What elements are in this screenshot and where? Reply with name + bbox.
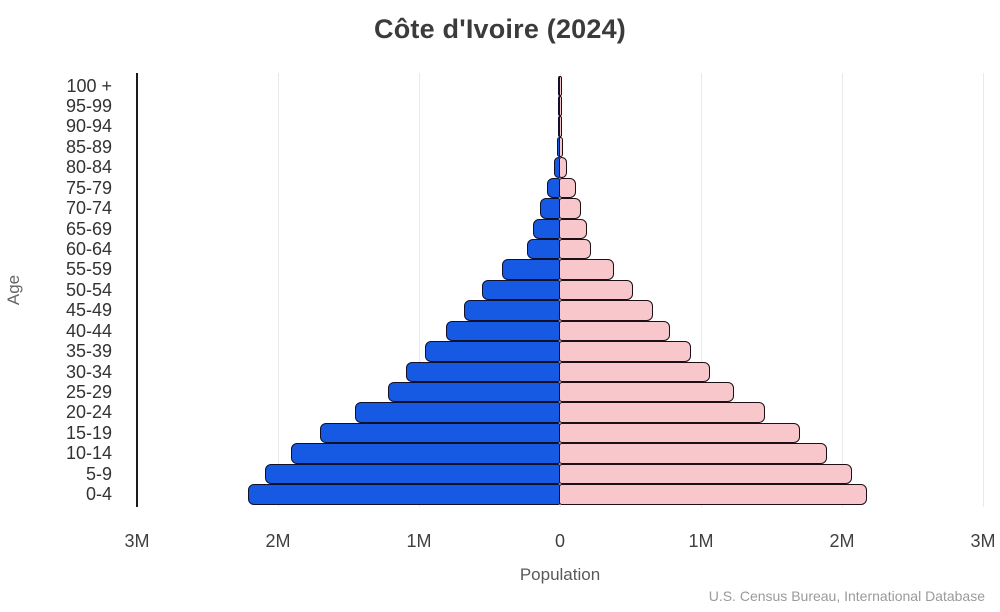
- bar-male-50-54[interactable]: [482, 279, 562, 301]
- bar-male-5-9[interactable]: [265, 463, 562, 485]
- bar-female-80-84[interactable]: [558, 157, 567, 178]
- bar-female-5-9[interactable]: [558, 463, 852, 485]
- bar-male-40-44[interactable]: [445, 320, 562, 342]
- x-tick-label: 1M: [406, 531, 432, 551]
- bar-male-10-14[interactable]: [290, 443, 562, 464]
- chart-title: Côte d'Ivoire (2024): [374, 14, 626, 44]
- y-axis-line: [136, 73, 138, 507]
- age-tick-label: 15-19: [65, 422, 112, 443]
- age-tick-label: 20-24: [65, 402, 112, 423]
- age-tick-label: 35-39: [65, 341, 112, 362]
- age-tick-label: 70-74: [65, 198, 112, 219]
- gridline-2M: [278, 73, 279, 507]
- age-tick-label: 0-4: [85, 484, 112, 505]
- age-tick-label: 40-44: [65, 320, 112, 341]
- bar-male-30-34[interactable]: [406, 361, 562, 382]
- age-tick-label: 90-94: [65, 116, 112, 137]
- bar-male-55-59[interactable]: [502, 259, 562, 280]
- bar-male-65-69[interactable]: [533, 218, 562, 239]
- age-tick-label: 85-89: [65, 136, 112, 157]
- age-tick-label: 55-59: [65, 259, 112, 280]
- bar-female-90-94[interactable]: [558, 116, 563, 137]
- age-tick-label: 100 +: [66, 75, 112, 96]
- bar-male-20-24[interactable]: [355, 402, 562, 423]
- bar-female-95-99[interactable]: [558, 95, 563, 117]
- age-tick-label: 65-69: [65, 218, 112, 239]
- source-attribution: U.S. Census Bureau, International Databa…: [708, 588, 985, 604]
- bar-female-20-24[interactable]: [558, 402, 765, 423]
- bar-female-75-79[interactable]: [558, 177, 576, 199]
- bar-female-10-14[interactable]: [558, 443, 827, 464]
- bar-female-45-49[interactable]: [558, 300, 654, 321]
- x-tick-label: 2M: [829, 531, 855, 551]
- x-tick-label: 2M: [265, 531, 291, 551]
- bar-male-0-4[interactable]: [248, 484, 562, 505]
- bar-male-25-29[interactable]: [387, 381, 562, 403]
- bar-male-45-49[interactable]: [464, 300, 562, 321]
- gridline-1M: [701, 73, 702, 507]
- gridline-2M: [842, 73, 843, 507]
- gridline-1M: [419, 73, 420, 507]
- bar-female-60-64[interactable]: [558, 238, 592, 260]
- bar-male-15-19[interactable]: [320, 422, 562, 444]
- age-tick-label: 25-29: [65, 381, 112, 402]
- bar-female-65-69[interactable]: [558, 218, 587, 239]
- bar-female-25-29[interactable]: [558, 381, 734, 403]
- x-tick-label: 0: [554, 531, 565, 551]
- gridline-3M: [983, 73, 984, 507]
- age-tick-label: 75-79: [65, 177, 112, 198]
- x-axis-title: Population: [519, 565, 601, 584]
- age-tick-label: 80-84: [65, 157, 112, 178]
- bar-female-85-89[interactable]: [558, 136, 564, 158]
- plot-area: [136, 73, 984, 507]
- age-tick-label: 30-34: [65, 361, 112, 382]
- age-tick-label: 45-49: [65, 300, 112, 321]
- x-tick-label: 1M: [688, 531, 714, 551]
- age-tick-label: 10-14: [65, 443, 112, 464]
- bar-female-55-59[interactable]: [558, 259, 614, 280]
- bar-female-100plus[interactable]: [558, 75, 563, 96]
- age-tick-label: 50-54: [65, 279, 112, 300]
- age-tick-label: 5-9: [85, 463, 112, 484]
- age-tick-label: 95-99: [65, 95, 112, 116]
- age-tick-label: 60-64: [65, 238, 112, 259]
- bar-female-0-4[interactable]: [558, 484, 868, 505]
- bar-female-70-74[interactable]: [558, 198, 582, 219]
- bar-female-35-39[interactable]: [558, 341, 692, 362]
- bar-female-40-44[interactable]: [558, 320, 671, 342]
- bar-male-35-39[interactable]: [424, 341, 562, 362]
- bar-female-30-34[interactable]: [558, 361, 710, 382]
- x-tick-label: 3M: [124, 531, 150, 551]
- x-tick-label: 3M: [970, 531, 996, 551]
- bar-female-50-54[interactable]: [558, 279, 634, 301]
- bar-female-15-19[interactable]: [558, 422, 800, 444]
- bar-male-60-64[interactable]: [527, 238, 562, 260]
